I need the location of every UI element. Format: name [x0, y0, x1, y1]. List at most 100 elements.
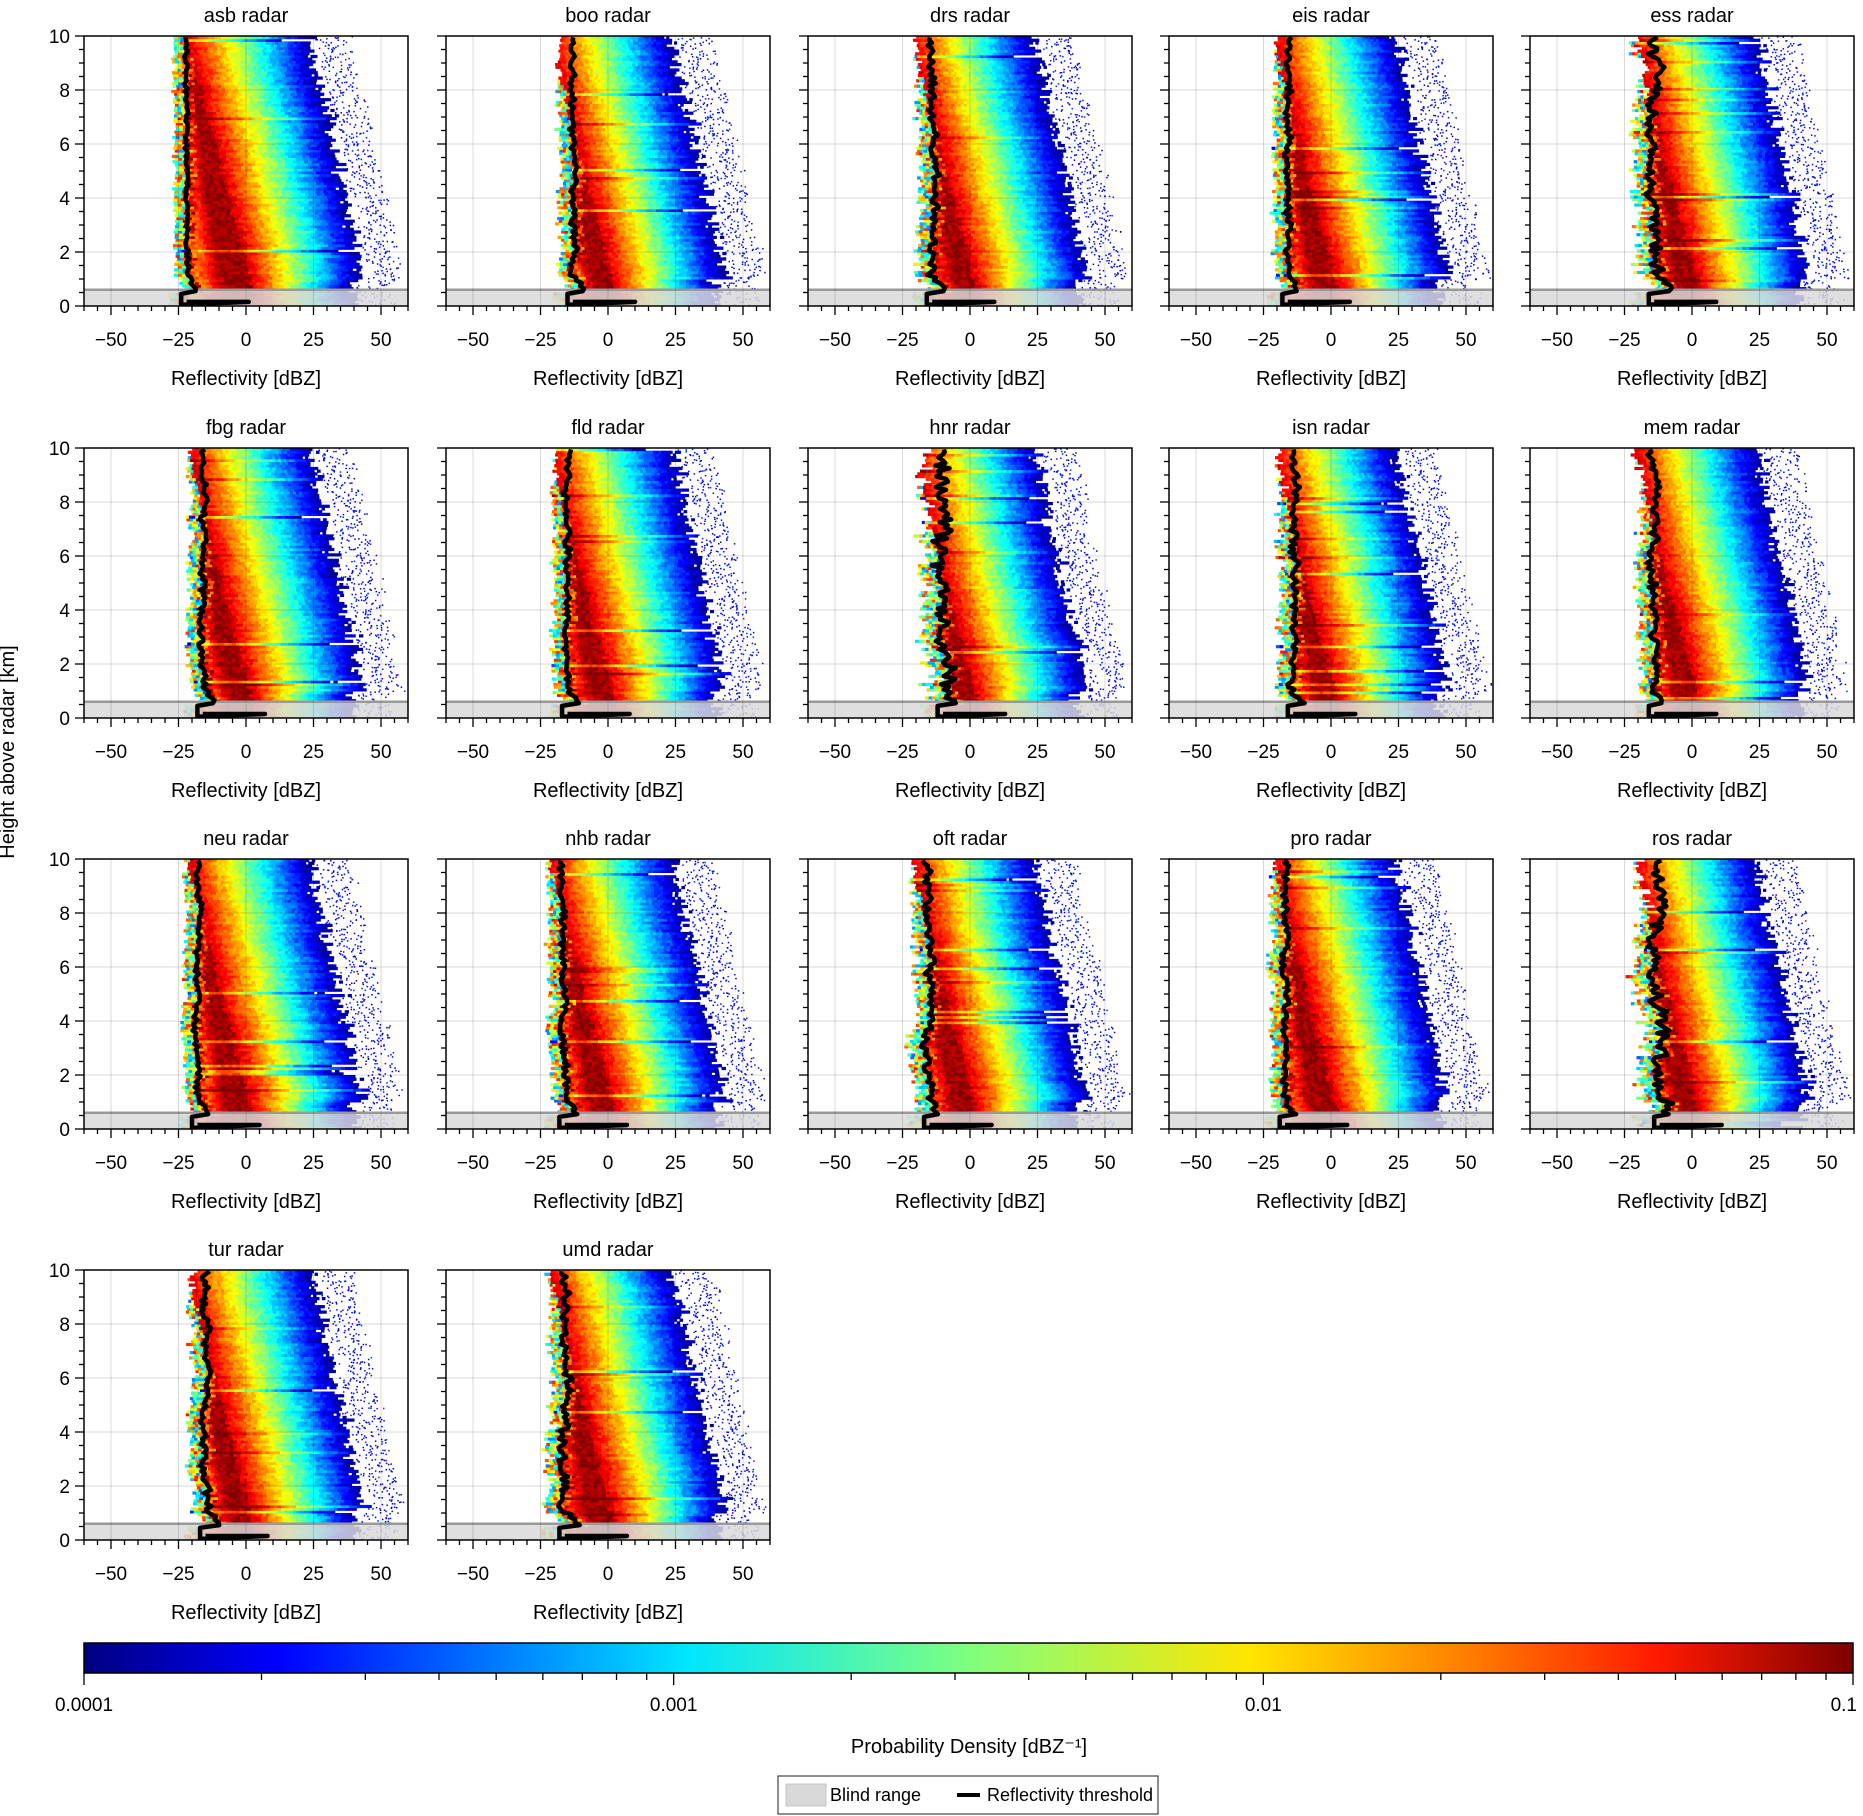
y-tick-label: 0 [59, 709, 70, 730]
y-axis [1160, 859, 1169, 1129]
panel-title: eis radar [1292, 5, 1370, 27]
y-axis [437, 36, 446, 306]
x-tick-label: −25 [1608, 1153, 1640, 1174]
x-tick-label: −50 [1541, 1153, 1573, 1174]
y-tick-label: 2 [59, 1477, 70, 1498]
x-tick-label: 50 [1094, 742, 1115, 763]
y-tick-label: 2 [59, 1066, 70, 1087]
x-tick-label: 0 [241, 330, 252, 351]
colorbar-tick-label: 0.001 [650, 1695, 698, 1716]
panel-title: pro radar [1290, 828, 1371, 850]
panel-title: nhb radar [565, 828, 651, 850]
density-heatmap [541, 1270, 766, 1541]
x-tick-label: 50 [370, 1153, 391, 1174]
y-tick-label: 6 [59, 547, 70, 568]
x-tick-label: 50 [1816, 1153, 1837, 1174]
x-tick-label: 50 [732, 1564, 753, 1585]
x-axis-label: Reflectivity [dBZ] [1256, 1191, 1406, 1213]
x-tick-label: 25 [303, 330, 324, 351]
x-tick-label: −25 [524, 1153, 556, 1174]
y-tick-label: 4 [59, 1423, 70, 1444]
y-axis-label: Height above radar [km] [0, 645, 19, 858]
x-tick-label: 0 [241, 1153, 252, 1174]
x-tick-label: −50 [95, 1564, 127, 1585]
y-axis [1521, 448, 1530, 718]
density-heatmap [167, 36, 401, 307]
x-tick-label: 0 [241, 1564, 252, 1585]
x-tick-label: 0 [603, 1564, 614, 1585]
panel-title: neu radar [203, 828, 289, 850]
x-tick-label: −25 [524, 742, 556, 763]
y-tick-label: 6 [59, 135, 70, 156]
panel-title: asb radar [204, 5, 289, 27]
x-tick-label: 50 [1816, 742, 1837, 763]
panel-title: hnr radar [929, 417, 1010, 439]
x-tick-label: 25 [1749, 742, 1770, 763]
y-axis [1160, 448, 1169, 718]
x-tick-label: −25 [886, 1153, 918, 1174]
x-tick-label: −50 [1541, 330, 1573, 351]
panel-title: ess radar [1650, 5, 1734, 27]
x-tick-label: 0 [1687, 1153, 1698, 1174]
x-tick-label: −50 [819, 1153, 851, 1174]
colorbar-ticks: 0.0001 0.001 0.01 0.1 [55, 1673, 1857, 1716]
x-axis-label: Reflectivity [dBZ] [533, 1602, 683, 1624]
x-tick-label: −25 [886, 330, 918, 351]
density-heatmap [184, 1270, 404, 1541]
colorbar-gradient [84, 1643, 1853, 1673]
y-tick-label: 8 [59, 81, 70, 102]
x-tick-label: 0 [603, 742, 614, 763]
x-tick-label: −50 [1180, 330, 1212, 351]
panel-title: fbg radar [206, 417, 286, 439]
density-heatmap [1267, 36, 1491, 307]
x-tick-label: 25 [665, 742, 686, 763]
x-axis-label: Reflectivity [dBZ] [1617, 780, 1767, 802]
panel-title: boo radar [565, 5, 651, 27]
y-tick-label: 10 [49, 850, 70, 871]
x-tick-label: 25 [1749, 1153, 1770, 1174]
x-tick-label: 0 [1687, 330, 1698, 351]
y-tick-label: 0 [59, 1531, 70, 1552]
x-tick-label: 50 [1094, 330, 1115, 351]
x-tick-label: −50 [819, 330, 851, 351]
x-tick-label: −25 [524, 1564, 556, 1585]
density-heatmap [178, 859, 403, 1130]
x-tick-label: 25 [1388, 330, 1409, 351]
x-tick-label: 25 [303, 1153, 324, 1174]
y-tick-label: 8 [59, 904, 70, 925]
x-axis-label: Reflectivity [dBZ] [171, 1191, 321, 1213]
x-tick-label: −25 [1247, 330, 1279, 351]
x-tick-label: −50 [819, 742, 851, 763]
x-tick-label: 50 [732, 1153, 753, 1174]
x-tick-label: −50 [457, 330, 489, 351]
x-axis-label: Reflectivity [dBZ] [533, 780, 683, 802]
panel-title: oft radar [933, 828, 1008, 850]
x-tick-label: 25 [665, 330, 686, 351]
y-axis [1160, 36, 1169, 306]
panel-title: umd radar [562, 1239, 653, 1261]
panel-title: fld radar [571, 417, 645, 439]
x-axis-label: Reflectivity [dBZ] [533, 368, 683, 390]
x-tick-label: −25 [886, 742, 918, 763]
y-tick-label: 6 [59, 958, 70, 979]
y-tick-label: 0 [59, 297, 70, 318]
y-axis [1521, 859, 1530, 1129]
